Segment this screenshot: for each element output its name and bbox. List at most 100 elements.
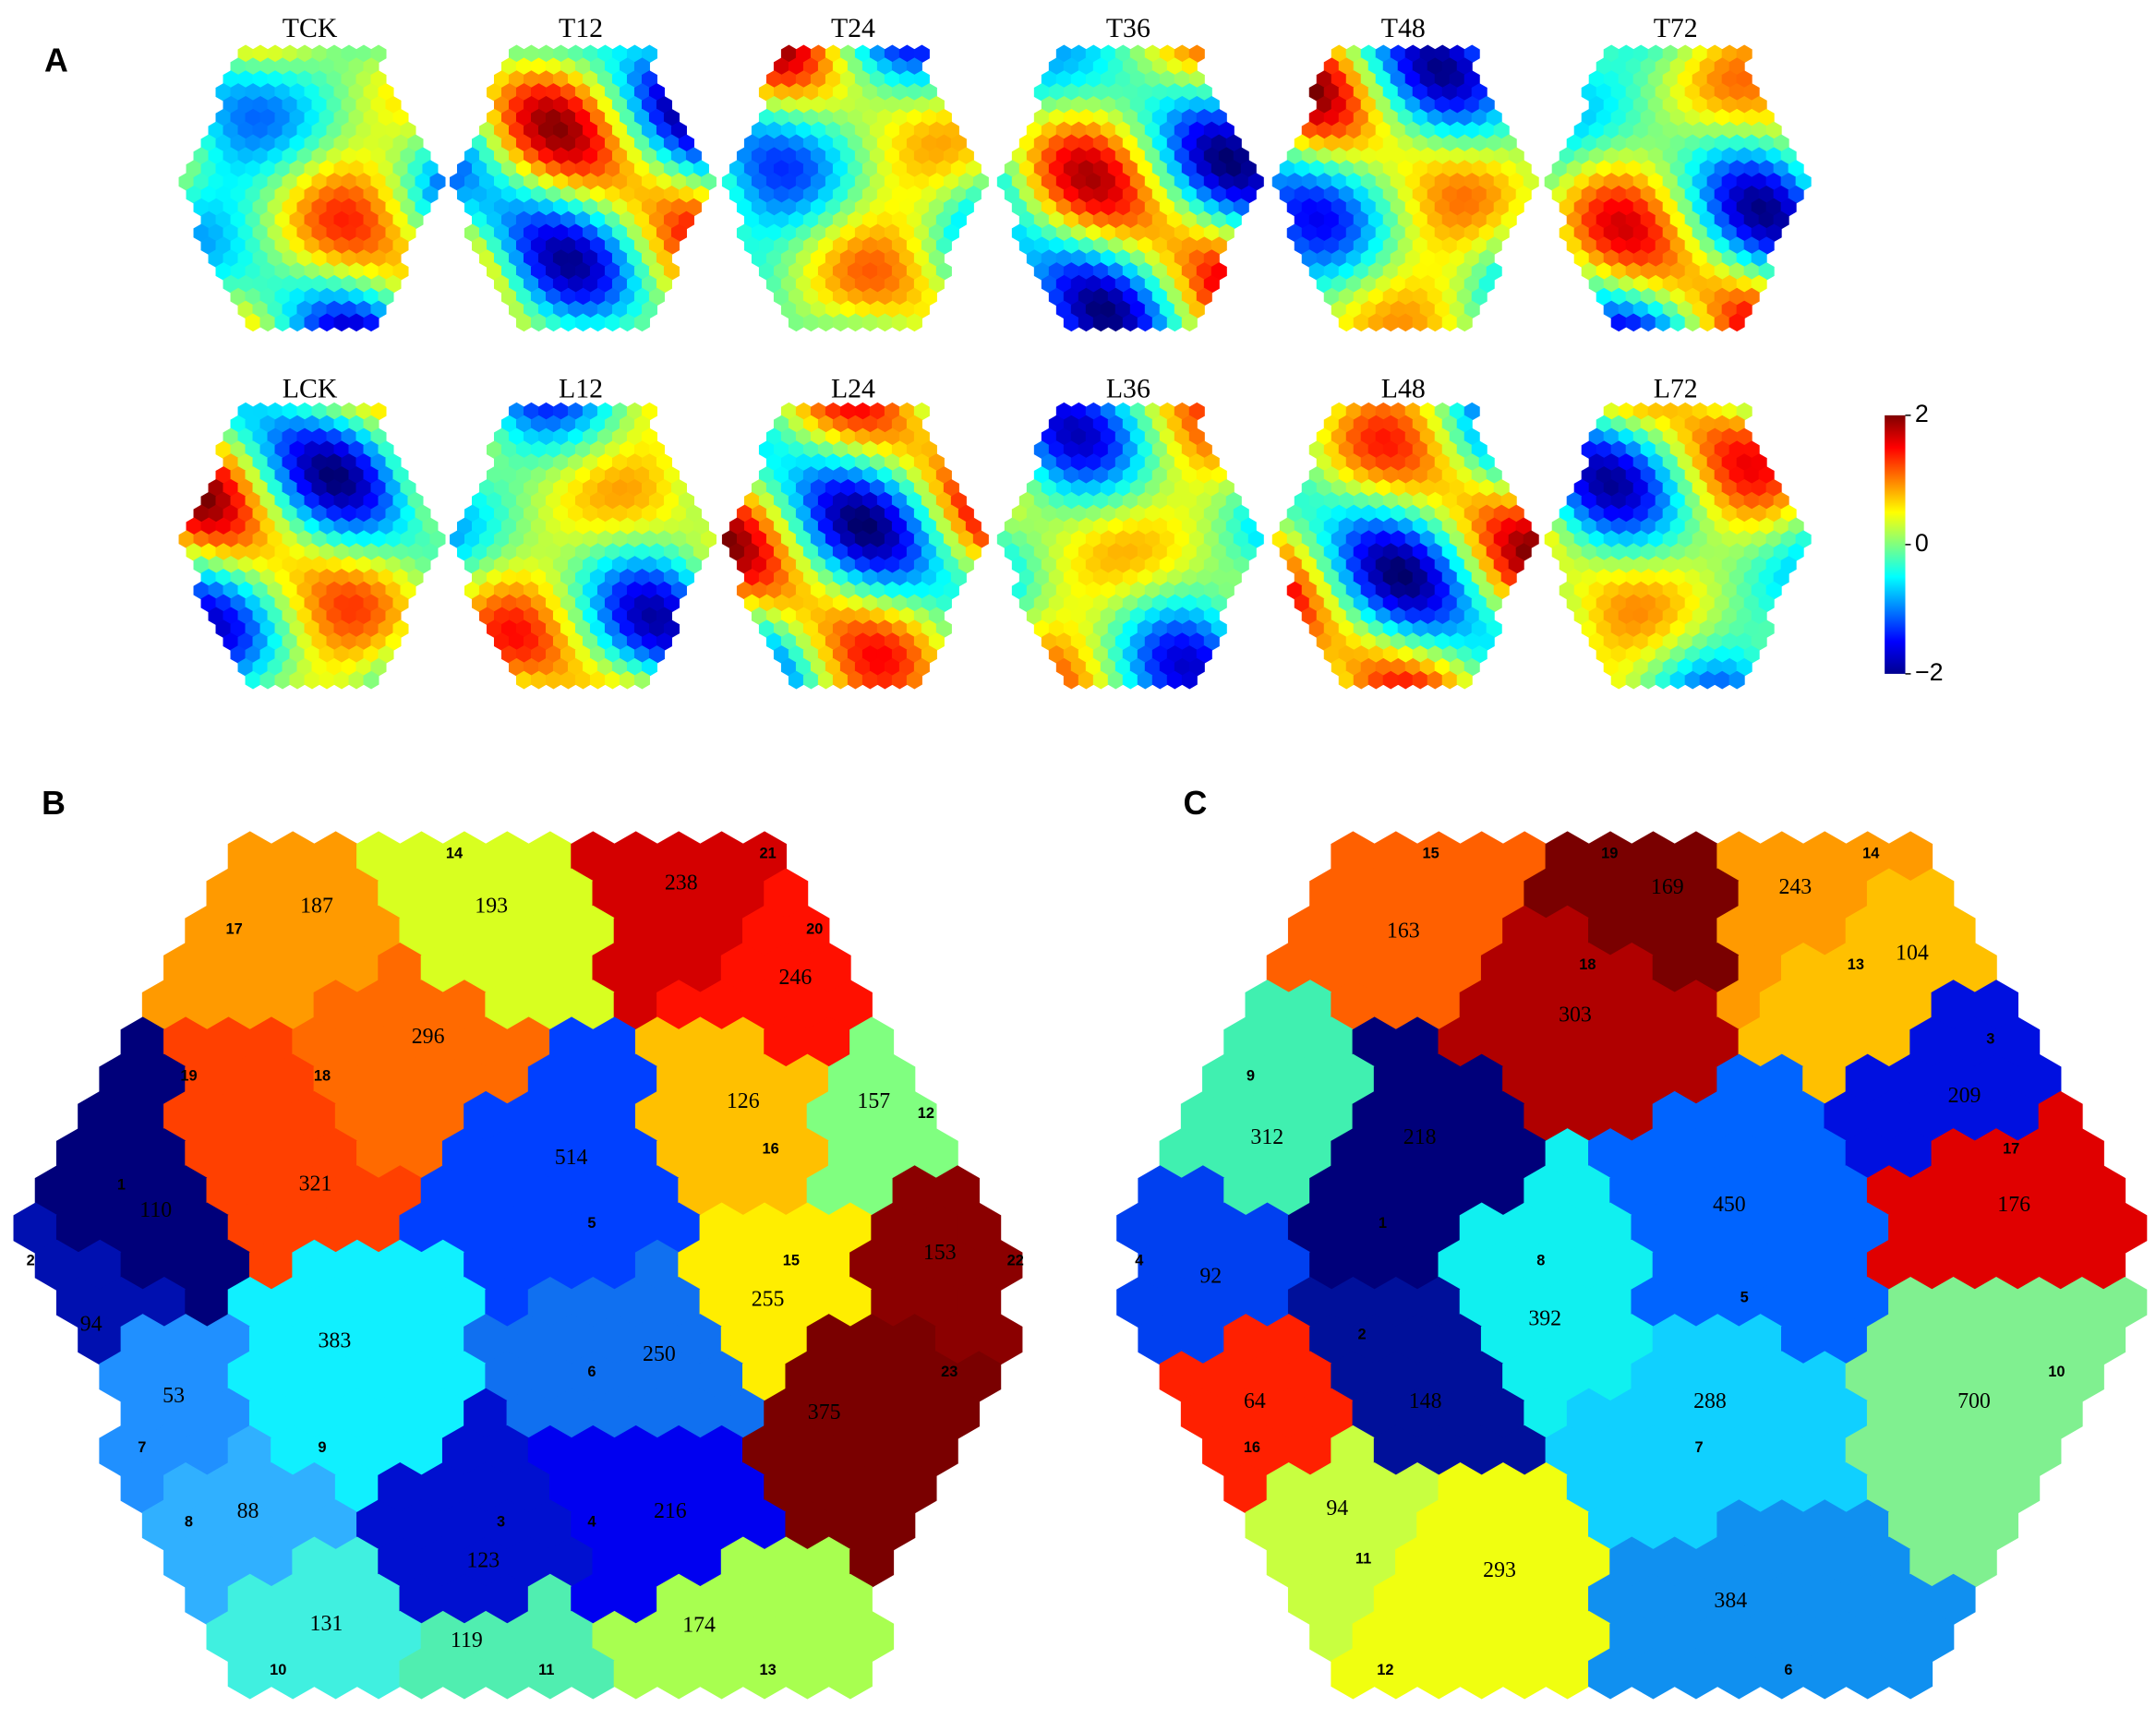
hex-cell bbox=[788, 313, 804, 332]
hex-cell bbox=[736, 198, 753, 217]
hex-cell bbox=[758, 210, 775, 230]
hex-cell bbox=[611, 453, 628, 472]
hex-cell bbox=[906, 466, 922, 485]
hex-cell bbox=[370, 607, 387, 626]
hex-cell bbox=[670, 223, 687, 243]
hex-cell bbox=[1625, 313, 1642, 332]
hex-cell bbox=[1706, 198, 1723, 217]
hex-cell bbox=[471, 160, 488, 178]
hex-cell bbox=[333, 287, 350, 307]
hex-cell bbox=[230, 594, 247, 613]
hex-cell bbox=[1478, 274, 1495, 294]
hex-cell bbox=[230, 543, 247, 561]
hex-cell bbox=[245, 236, 261, 256]
hex-cell bbox=[1345, 95, 1362, 114]
hex-cell bbox=[1203, 147, 1220, 166]
hex-cell bbox=[1078, 262, 1094, 281]
hex-cell bbox=[267, 504, 283, 523]
hex-cell bbox=[633, 619, 650, 639]
hex-cell bbox=[604, 543, 620, 561]
hex-cell bbox=[282, 95, 298, 114]
hex-cell bbox=[1338, 313, 1355, 332]
hex-cell bbox=[854, 147, 871, 166]
hex-cell bbox=[839, 173, 856, 191]
hex-cell bbox=[530, 415, 547, 434]
hex-cell bbox=[1456, 313, 1473, 332]
hex-cell bbox=[839, 223, 856, 243]
hex-cell bbox=[230, 108, 247, 127]
hex-cell bbox=[274, 594, 291, 613]
hex-cell bbox=[1588, 249, 1605, 268]
hex-cell bbox=[223, 504, 239, 523]
hex-cell bbox=[1625, 185, 1642, 204]
hex-cell bbox=[319, 108, 335, 127]
hex-cell bbox=[341, 95, 357, 114]
hex-cell bbox=[611, 427, 628, 447]
cluster-count: 169 bbox=[1651, 875, 1684, 899]
hex-cell bbox=[230, 134, 247, 153]
hex-cell bbox=[429, 173, 446, 191]
hex-cell bbox=[633, 491, 650, 511]
hex-cell bbox=[854, 300, 871, 319]
hex-cell bbox=[604, 287, 620, 307]
hex-cell bbox=[1382, 57, 1399, 77]
hex-cell bbox=[817, 83, 834, 102]
hex-cell bbox=[1758, 210, 1775, 230]
hex-cell bbox=[1151, 262, 1168, 281]
hex-cell bbox=[223, 632, 239, 651]
hex-cell bbox=[589, 491, 606, 511]
hex-cell bbox=[773, 440, 789, 460]
hex-cell bbox=[648, 568, 665, 587]
hex-cell bbox=[854, 44, 871, 64]
hex-cell bbox=[296, 223, 313, 243]
hex-cell bbox=[545, 491, 561, 511]
hex-cell bbox=[560, 313, 576, 332]
hex-cell bbox=[1026, 249, 1042, 268]
hex-cell bbox=[1338, 108, 1355, 127]
hex-cell bbox=[1456, 210, 1473, 230]
hex-cell bbox=[1041, 121, 1057, 140]
cluster-count: 321 bbox=[299, 1172, 332, 1196]
hex-cell bbox=[1100, 198, 1116, 217]
hex-cell bbox=[1758, 108, 1775, 127]
hex-cell bbox=[1078, 108, 1094, 127]
hex-cell bbox=[341, 173, 357, 191]
hex-cell bbox=[906, 313, 922, 332]
cluster-id: 7 bbox=[1694, 1439, 1703, 1456]
hex-cell bbox=[641, 556, 657, 574]
hex-cell bbox=[282, 274, 298, 294]
hex-cell bbox=[1316, 249, 1332, 268]
hex-cell bbox=[611, 581, 628, 600]
hex-cell bbox=[641, 402, 657, 421]
hex-cell bbox=[296, 95, 313, 114]
hex-cell bbox=[267, 198, 283, 217]
hex-cell bbox=[847, 57, 863, 77]
hex-cell bbox=[1596, 210, 1612, 230]
hex-cell bbox=[407, 491, 424, 511]
hex-cell bbox=[1196, 185, 1212, 204]
hex-cell bbox=[795, 44, 812, 64]
hex-cell bbox=[385, 121, 402, 140]
hex-cell bbox=[1603, 274, 1620, 294]
hex-cell bbox=[1706, 95, 1723, 114]
hex-cell bbox=[1603, 44, 1620, 64]
hex-cell bbox=[274, 287, 291, 307]
hex-cell bbox=[422, 543, 439, 561]
hex-cell bbox=[552, 427, 569, 447]
hex-cell bbox=[788, 83, 804, 102]
hex-cell bbox=[958, 173, 974, 191]
hex-cell bbox=[758, 160, 775, 178]
hex-cell bbox=[1294, 236, 1310, 256]
hex-cell bbox=[245, 57, 261, 77]
hex-cell bbox=[267, 95, 283, 114]
hex-cell bbox=[1390, 198, 1406, 217]
hex-cell bbox=[589, 160, 606, 178]
hex-cell bbox=[333, 466, 350, 485]
hex-cell bbox=[363, 645, 379, 664]
hex-cell bbox=[348, 134, 365, 153]
hex-cell bbox=[1129, 173, 1146, 191]
hex-cell bbox=[1640, 83, 1656, 102]
hex-cell bbox=[296, 70, 313, 89]
hex-cell bbox=[1301, 147, 1318, 166]
component-plane bbox=[449, 44, 717, 332]
